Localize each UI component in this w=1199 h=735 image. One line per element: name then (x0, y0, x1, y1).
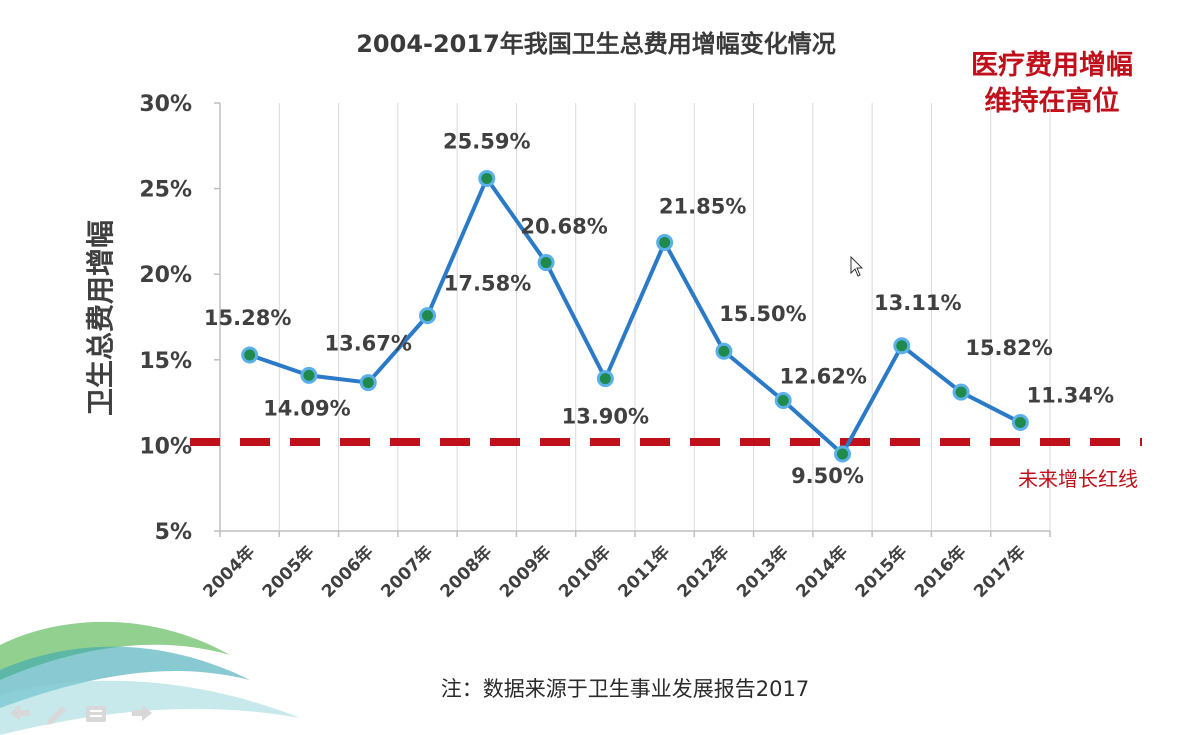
y-tick-label: 25% (139, 178, 192, 203)
x-tick-label: 2013年 (732, 542, 792, 602)
data-point (1011, 413, 1029, 431)
vertical-gridlines (278, 103, 1051, 531)
data-point (537, 254, 555, 272)
x-tick-label: 2006年 (317, 542, 377, 602)
x-tick-label: 2007年 (377, 542, 437, 602)
data-point (834, 445, 851, 463)
decorative-wave (0, 621, 300, 735)
y-tick-label: 30% (139, 92, 192, 117)
x-tick-label: 2005年 (258, 542, 318, 602)
data-point (715, 342, 733, 360)
x-tick-label: 2011年 (614, 542, 674, 602)
callout-line-1: 医疗费用增幅 (971, 49, 1133, 81)
slideshow-nav (10, 705, 152, 725)
series-polyline (248, 176, 1022, 456)
data-point (419, 307, 436, 325)
y-tick-label: 20% (139, 263, 192, 288)
data-point (478, 169, 496, 187)
chart-title: 2004-2017年我国卫生总费用增幅变化情况 (356, 30, 836, 58)
data-label: 20.68% (520, 215, 607, 239)
data-labels: 15.28% 14.09% 13.67% 17.58% 25.59% 20.68% 13.9… (204, 129, 1114, 487)
data-label: 17.58% (444, 272, 531, 296)
data-label: 14.09% (263, 396, 350, 420)
source-note: 注：数据来源于卫生事业发展报告2017 (441, 677, 809, 701)
x-tick-label: 2014年 (792, 542, 852, 602)
data-label: 15.28% (204, 306, 291, 330)
x-tick-label: 2009年 (495, 542, 555, 602)
y-tick-labels: 5% 10% 15% 20% 25% 30% (139, 92, 192, 545)
x-tick-label: 2015年 (851, 542, 911, 602)
data-label: 15.50% (719, 302, 806, 326)
axes (214, 102, 1051, 537)
data-point (952, 383, 970, 401)
y-tick-label: 5% (155, 520, 192, 545)
data-label: 13.67% (324, 332, 411, 356)
next-arrow-icon[interactable] (132, 705, 152, 721)
cursor-icon (850, 256, 864, 277)
data-point (596, 370, 614, 388)
data-label: 25.59% (443, 129, 530, 153)
x-tick-label: 2004年 (199, 542, 259, 602)
data-point (241, 346, 259, 364)
redline-label: 未来增长红线 (1018, 467, 1138, 491)
data-label: 13.11% (874, 291, 961, 315)
x-tick-labels: 2004年 2005年 2006年 2007年 2008年 2009年 2010年 2011年… (199, 542, 1030, 602)
data-point (656, 234, 674, 252)
x-tick-label: 2016年 (910, 542, 970, 602)
series-line (248, 176, 1022, 456)
data-point (300, 366, 318, 384)
prev-arrow-icon[interactable] (10, 705, 30, 721)
x-tick-label: 2010年 (555, 542, 615, 602)
data-point (359, 374, 377, 392)
menu-icon[interactable] (86, 706, 106, 722)
x-tick-label: 2008年 (436, 542, 496, 602)
pen-icon[interactable] (47, 706, 66, 725)
y-axis-label: 卫生总费用增幅 (84, 220, 117, 416)
data-label: 12.62% (779, 365, 866, 389)
data-point (774, 392, 792, 410)
x-tick-label: 2017年 (970, 542, 1030, 602)
data-label: 11.34% (1027, 383, 1114, 407)
y-tick-label: 10% (139, 434, 192, 459)
data-label: 15.82% (965, 336, 1052, 360)
callout-line-2: 维持在高位 (985, 85, 1120, 117)
data-label: 21.85% (659, 195, 746, 219)
data-label: 9.50% (791, 464, 864, 488)
data-label: 13.90% (562, 405, 649, 429)
data-point (893, 337, 911, 355)
x-tick-label: 2012年 (673, 542, 733, 602)
data-markers (241, 169, 1029, 463)
y-tick-label: 15% (139, 349, 192, 374)
